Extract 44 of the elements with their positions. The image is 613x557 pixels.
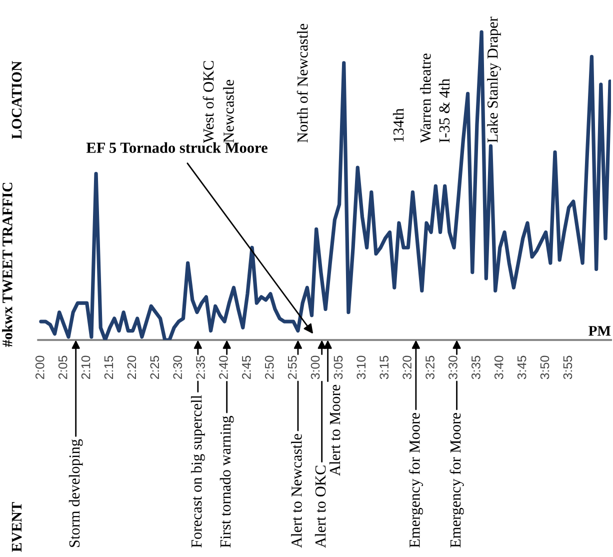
text: Storm developing — [68, 439, 83, 547]
x-tick-label: 2:05 — [58, 356, 68, 379]
x-tick-label: 3:25 — [426, 356, 434, 380]
annotation: I-35 & 4th — [438, 78, 450, 142]
y-axis-title: #okwx TWEET TRAFFIC — [2, 182, 12, 347]
x-tick-label: 3:20 — [402, 356, 412, 380]
x-tick-label: 3:10 — [356, 356, 366, 380]
x-tick-label: 2:00 — [35, 356, 44, 379]
x-tick-label: 2:30 — [173, 356, 182, 379]
text: EVENT — [12, 502, 22, 552]
annotation: North of Newcastle — [296, 24, 308, 143]
text: Alert to Moore — [329, 384, 340, 476]
x-tick-label: 2:20 — [127, 356, 136, 379]
x-tick-label: 2:45 — [242, 356, 251, 379]
annotation: Newcastle — [223, 80, 234, 143]
x-tick-label: 3:50 — [540, 356, 550, 380]
text: Emergency for Moore — [408, 413, 423, 548]
x-tick-label: 3:30 — [448, 356, 458, 380]
annotation: Warren theatre — [420, 54, 431, 143]
text: LOCATION — [12, 61, 22, 139]
annotation: Lake Stanley Draper — [487, 16, 501, 143]
x-tick-label: 2:35 — [196, 356, 205, 379]
x-tick-label: 3:35 — [471, 356, 480, 380]
x-tick-label: 3:55 — [563, 356, 572, 380]
x-tick-label: 3:05 — [334, 356, 343, 380]
x-tick-label: 2:50 — [264, 356, 274, 379]
x-tick-label: 3:15 — [380, 356, 389, 380]
x-tick-label: 2:55 — [288, 356, 297, 379]
x-tick-label: 2:15 — [104, 356, 114, 379]
x-tick-label: 2:40 — [219, 356, 228, 379]
text: Emergency for Moore — [450, 413, 464, 548]
x-tick-label: 2:10 — [81, 356, 90, 379]
text: First tornado warning — [220, 416, 234, 548]
annotation: EF 5 Tornado struck Moore — [86, 142, 268, 153]
x-tick-label: 3:40 — [494, 356, 504, 380]
x-tick-label: 3:45 — [517, 356, 526, 380]
annotation: 134th — [392, 108, 404, 142]
annotation: West of OKC — [202, 61, 214, 143]
x-tick-label: 3:00 — [310, 356, 320, 380]
x-tick-label: 2:25 — [150, 356, 160, 379]
text: Forecast on big supercell — [190, 395, 205, 548]
text: Alert to OKC — [314, 466, 326, 548]
text: Alert to Newcastle — [291, 434, 302, 548]
x-axis-title: PM — [588, 326, 611, 336]
